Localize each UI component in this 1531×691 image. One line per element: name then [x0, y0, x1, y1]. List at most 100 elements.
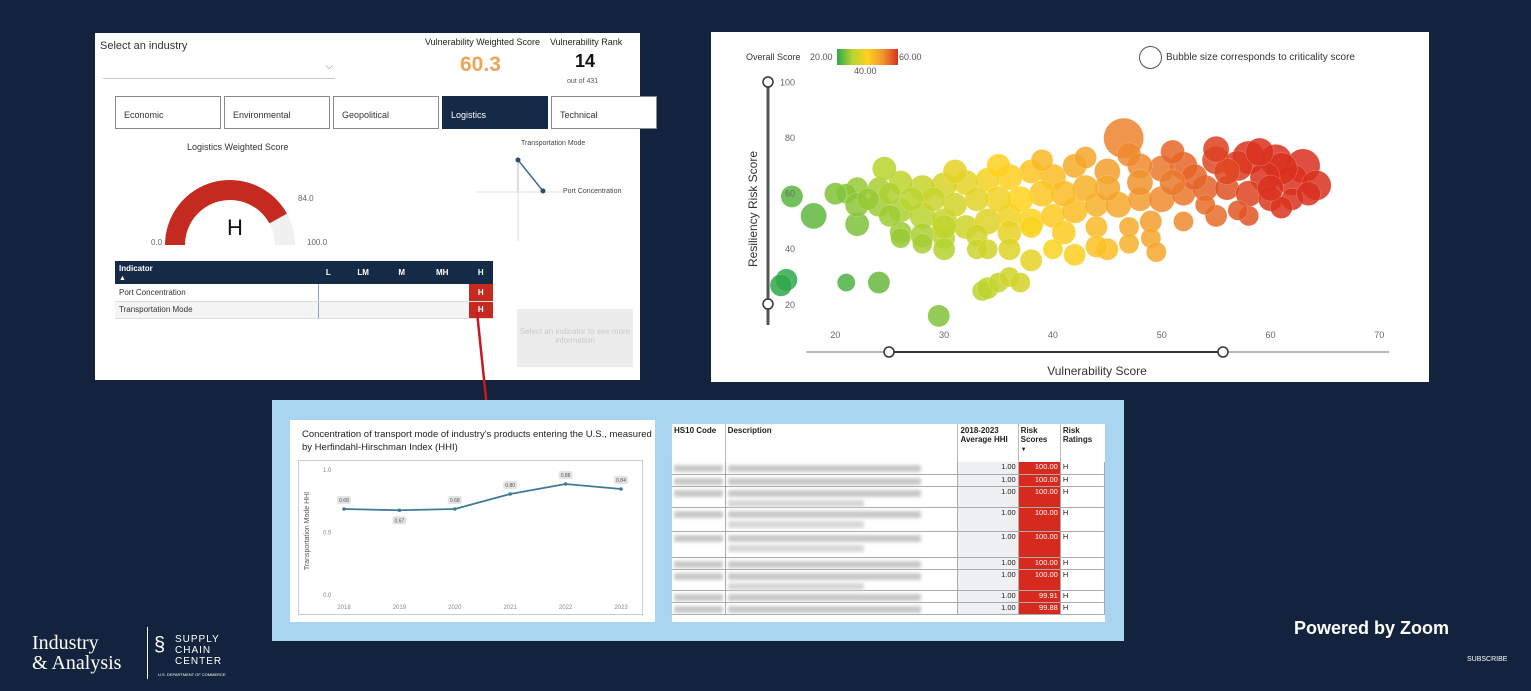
bubble-point[interactable]: [1118, 233, 1140, 254]
indicator-header[interactable]: Indicator ▲: [115, 261, 318, 284]
bubble-point[interactable]: [986, 153, 1011, 179]
bubble-point[interactable]: [769, 274, 793, 297]
tab-logistics[interactable]: Logistics: [442, 96, 548, 129]
bubble-chart[interactable]: 20 30 40 50 60 70 100 80 60 40 20 Vulnerability Sco…: [711, 32, 1429, 382]
description-redacted: [725, 590, 959, 603]
risk-rating: H: [1060, 486, 1106, 508]
average-hhi: 1.00: [957, 557, 1019, 570]
data-point[interactable]: [397, 508, 402, 513]
bubble-point[interactable]: [878, 182, 902, 205]
bubble-point[interactable]: [1019, 215, 1043, 239]
bubble-point[interactable]: [1146, 241, 1167, 263]
bubble-point[interactable]: [921, 186, 946, 212]
bubble-point[interactable]: [1116, 142, 1142, 168]
bubble-point[interactable]: [998, 237, 1021, 261]
hs10-code-redacted: [672, 569, 726, 591]
bubble-point[interactable]: [1030, 149, 1054, 172]
bubble-point[interactable]: [985, 185, 1012, 213]
bubble-point[interactable]: [800, 202, 827, 230]
bubble-point[interactable]: [856, 187, 880, 211]
subscribe-link[interactable]: SUBSCRIBE: [1467, 656, 1508, 663]
bubble-point[interactable]: [899, 186, 924, 212]
bubble-point[interactable]: [872, 156, 897, 181]
data-point[interactable]: [619, 487, 623, 491]
bubble-point[interactable]: [1085, 235, 1108, 258]
data-label-bg: [392, 516, 407, 525]
table-row[interactable]: 1.00 99.91 H: [672, 590, 1106, 603]
risk-score: 100.00: [1018, 486, 1061, 508]
chevron-down-icon: ⌵: [325, 61, 333, 72]
bubble-point[interactable]: [1063, 243, 1086, 267]
data-point[interactable]: [453, 507, 457, 511]
bubble-point[interactable]: [824, 182, 847, 205]
header-risk-ratings[interactable]: Risk Ratings: [1062, 426, 1093, 444]
table-row[interactable]: 1.00 100.00 H: [672, 531, 1106, 558]
bubble-point[interactable]: [942, 192, 968, 218]
bubble-point[interactable]: [867, 271, 891, 294]
x-tick-label: 40: [1048, 330, 1058, 340]
bubble-point[interactable]: [1245, 137, 1274, 167]
header-average-hhi[interactable]: 2018-2023 Average HHI: [957, 424, 1019, 462]
header-description[interactable]: Description: [725, 424, 959, 462]
bubble-point[interactable]: [1074, 146, 1097, 169]
table-row[interactable]: 1.00 100.00 H: [672, 569, 1106, 591]
industry-dropdown[interactable]: ⌵: [103, 61, 335, 79]
average-hhi: 1.00: [957, 569, 1019, 591]
table-row[interactable]: 1.00 100.00 H: [672, 557, 1106, 570]
bubble-point[interactable]: [837, 273, 856, 292]
bubble-point[interactable]: [1085, 215, 1108, 239]
bubble-point[interactable]: [977, 238, 998, 260]
table-row[interactable]: 1.00 100.00 H: [672, 462, 1106, 475]
bubble-point[interactable]: [1194, 194, 1216, 216]
bubble-size-note: Bubble size corresponds to criticality s…: [1166, 52, 1355, 63]
data-point[interactable]: [342, 507, 346, 511]
header-risk-scores[interactable]: Risk Scores ▼: [1018, 424, 1061, 462]
bubble-point[interactable]: [931, 214, 957, 240]
table-row[interactable]: Transportation Mode H: [115, 301, 493, 319]
bubble-point[interactable]: [890, 227, 911, 249]
tab-technical[interactable]: Technical: [551, 96, 657, 129]
hs10-code-redacted: [672, 602, 726, 615]
table-row[interactable]: 1.00 100.00 H: [672, 486, 1106, 508]
bubble-point[interactable]: [1296, 181, 1321, 206]
bubble-point[interactable]: [1126, 169, 1154, 196]
bubble-point[interactable]: [1227, 200, 1249, 221]
gauge-fill: [165, 180, 287, 245]
x-slider-handle-right: [1217, 346, 1229, 358]
tab-economic[interactable]: Economic: [115, 96, 221, 129]
bubble-point[interactable]: [1019, 249, 1043, 272]
data-point[interactable]: [563, 482, 568, 486]
y-tick-label: 1.0: [323, 468, 332, 474]
tab-geopolitical[interactable]: Geopolitical: [333, 96, 439, 129]
bubble-point[interactable]: [1010, 272, 1031, 293]
bubble-point[interactable]: [878, 204, 902, 228]
bubble-point[interactable]: [780, 185, 804, 208]
indicator-table-header: Indicator ▲ L LM M MH H: [115, 261, 493, 284]
table-row[interactable]: 1.00 100.00 H: [672, 474, 1106, 487]
bubble-point[interactable]: [1051, 220, 1077, 245]
radar-point-port: [540, 188, 546, 194]
table-row[interactable]: 1.00 99.88 H: [672, 602, 1106, 615]
bubble-point[interactable]: [927, 304, 950, 328]
tab-environmental[interactable]: Environmental: [224, 96, 330, 129]
gauge-max: 100.0: [307, 238, 328, 247]
table-row[interactable]: 1.00 100.00 H: [672, 507, 1106, 532]
bubble-point[interactable]: [912, 233, 933, 254]
bubble-point[interactable]: [1173, 211, 1194, 232]
bubble-point[interactable]: [1160, 139, 1185, 165]
data-point[interactable]: [508, 492, 512, 496]
bubble-point[interactable]: [1042, 238, 1064, 260]
bubble-point[interactable]: [1270, 196, 1293, 219]
powered-by-zoom: Powered by Zoom: [1294, 618, 1450, 638]
bubble-point[interactable]: [1257, 174, 1284, 202]
indicator-info-button[interactable]: Select an indicator to see more informat…: [517, 309, 633, 367]
table-row[interactable]: Port Concentration H: [115, 284, 493, 302]
bubble-point[interactable]: [1202, 135, 1230, 163]
bubble-point[interactable]: [932, 237, 956, 261]
bubble-point[interactable]: [1159, 169, 1186, 196]
header-hs10[interactable]: HS10 Code: [672, 424, 726, 462]
description-redacted: [725, 486, 959, 508]
bubble-point[interactable]: [964, 186, 990, 212]
bubble-point[interactable]: [1213, 158, 1241, 185]
bubble-point[interactable]: [942, 159, 968, 184]
